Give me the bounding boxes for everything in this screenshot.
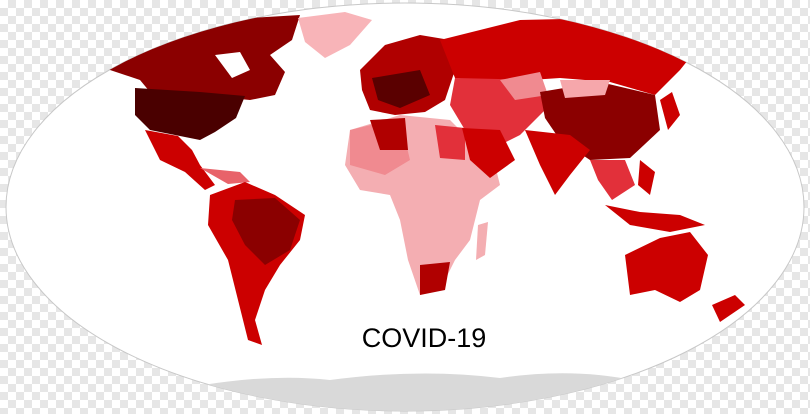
kazakhstan [500, 72, 548, 100]
mexico [145, 130, 215, 190]
india [525, 130, 590, 195]
greenland [298, 12, 372, 58]
new-zealand [712, 295, 745, 322]
western-europe [372, 70, 430, 108]
se-asia [590, 160, 635, 200]
madagascar [476, 222, 488, 260]
brazil [232, 198, 300, 265]
map-title: COVID-19 [362, 323, 487, 353]
canada [95, 15, 300, 100]
land [95, 12, 745, 411]
usa [135, 88, 245, 140]
arabia [462, 128, 515, 178]
mongolia [560, 80, 610, 98]
japan [660, 92, 680, 130]
caribbean [200, 168, 250, 184]
indonesia [605, 205, 705, 232]
algeria [370, 118, 408, 150]
philippines [638, 160, 655, 195]
egypt [435, 125, 465, 160]
hudson-bay [215, 52, 250, 78]
australia [625, 232, 708, 302]
south-africa [420, 262, 450, 295]
